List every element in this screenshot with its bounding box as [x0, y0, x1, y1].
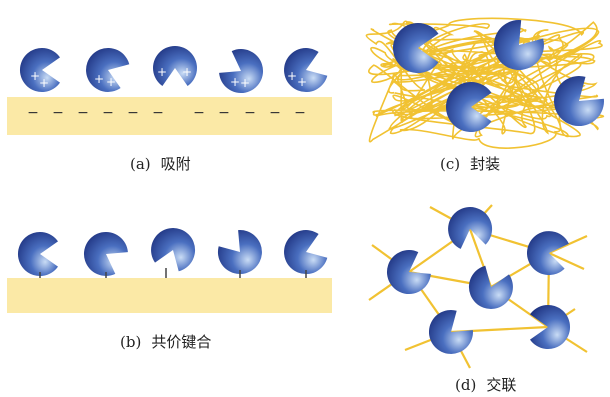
- encapsulated-particle: [493, 19, 544, 70]
- caption-c-text: 封装: [470, 155, 501, 173]
- adsorbed-particle: ++: [284, 48, 328, 93]
- surface-charge: −: [152, 105, 164, 121]
- pacman-particle-icon: [428, 309, 473, 354]
- surface-charge: −: [127, 105, 139, 121]
- panel-c-encapsulation: [365, 17, 605, 149]
- bonded-particle: [151, 228, 196, 278]
- caption-b-text: 共价键合: [151, 333, 212, 351]
- pacman-particle-icon: [153, 45, 198, 86]
- pacman-particle-icon: [445, 81, 492, 132]
- caption-a-text: 吸附: [160, 155, 191, 173]
- pacman-particle-icon: [493, 19, 544, 70]
- pacman-particle-icon: [392, 22, 439, 73]
- caption-d-letter: (d): [455, 376, 477, 394]
- pacman-particle-icon: [217, 230, 262, 275]
- crosslinked-particle: [527, 231, 569, 276]
- bonded-particle: [217, 230, 262, 278]
- surface-charge: −: [193, 105, 205, 121]
- surface-charge: −: [218, 105, 230, 121]
- caption-d-text: 交联: [486, 376, 517, 394]
- adsorbed-particle: ++: [219, 49, 264, 94]
- encapsulated-particles: [392, 19, 605, 132]
- substrate-a: [7, 97, 332, 135]
- caption-c-letter: (c): [440, 155, 461, 173]
- caption-c: (c) 封装: [440, 153, 500, 174]
- bonded-particle: [284, 230, 328, 278]
- pacman-particle-icon: [151, 228, 196, 272]
- adsorbed-particle: ++: [153, 45, 198, 86]
- pacman-particle-icon: [83, 231, 128, 276]
- surface-charge: −: [294, 105, 306, 121]
- crosslinked-particles: [386, 207, 571, 354]
- pacman-particle-icon: [386, 250, 431, 295]
- crosslink-stub: [548, 251, 585, 271]
- particle-charge: +: [157, 65, 167, 79]
- particle-charge: +: [182, 65, 192, 79]
- panel-b-covalent: [7, 228, 332, 313]
- bonded-particle: [83, 231, 128, 278]
- pacman-particle-icon: [17, 232, 58, 276]
- crosslinked-particle: [468, 265, 513, 309]
- particle-charge: +: [106, 75, 116, 89]
- caption-b-letter: (b): [120, 333, 142, 351]
- pacman-particle-icon: [86, 47, 130, 92]
- surface-charge: −: [102, 105, 114, 121]
- caption-a-letter: (a): [130, 155, 151, 173]
- surface-charges: − − − − − − − − − − −: [27, 105, 306, 121]
- encapsulated-particle: [445, 81, 492, 132]
- bonded-particles: [17, 228, 328, 278]
- crosslinked-particle: [428, 309, 473, 354]
- crosslinked-particle: [386, 250, 431, 295]
- adsorbed-particle: ++: [86, 47, 130, 92]
- bonded-particle: [17, 232, 58, 278]
- pacman-particle-icon: [284, 48, 328, 93]
- particle-charge: +: [230, 75, 240, 89]
- adsorbed-particles: ++ + ++ ++ + + +: [19, 45, 328, 94]
- pacman-particle-icon: [530, 305, 571, 349]
- pacman-particle-icon: [284, 230, 328, 275]
- particle-charge: +: [39, 76, 49, 90]
- caption-d: (d) 交联: [455, 374, 516, 395]
- pacman-particle-icon: [468, 265, 513, 309]
- adsorbed-particle: ++: [19, 48, 60, 93]
- encapsulated-particle: [554, 76, 605, 127]
- crosslinked-particle: [530, 305, 571, 349]
- pacman-particle-icon: [448, 207, 493, 249]
- crosslinked-particle: [448, 207, 493, 249]
- panel-d-crosslinking: [368, 204, 588, 369]
- surface-charge: −: [77, 105, 89, 121]
- panel-a-adsorption: − − − − − − − − − − − ++ + ++ ++ + + +: [7, 45, 332, 135]
- pacman-particle-icon: [219, 49, 264, 94]
- particle-charge: +: [240, 76, 250, 90]
- particle-charge: +: [287, 69, 297, 83]
- surface-charge: −: [52, 105, 64, 121]
- surface-charge: −: [27, 105, 39, 121]
- particle-charge: +: [94, 72, 104, 86]
- pacman-particle-icon: [19, 48, 60, 93]
- crosslink-stub: [548, 234, 588, 255]
- caption-a: (a) 吸附: [130, 153, 191, 174]
- encapsulated-particle: [392, 22, 439, 73]
- caption-b: (b) 共价键合: [120, 331, 211, 352]
- pacman-particle-icon: [554, 76, 605, 127]
- particle-charge: +: [30, 69, 40, 83]
- pacman-particle-icon: [527, 231, 569, 276]
- surface-charge: −: [244, 105, 256, 121]
- surface-charge: −: [269, 105, 281, 121]
- particle-charge: +: [297, 75, 307, 89]
- substrate-b: [7, 278, 332, 313]
